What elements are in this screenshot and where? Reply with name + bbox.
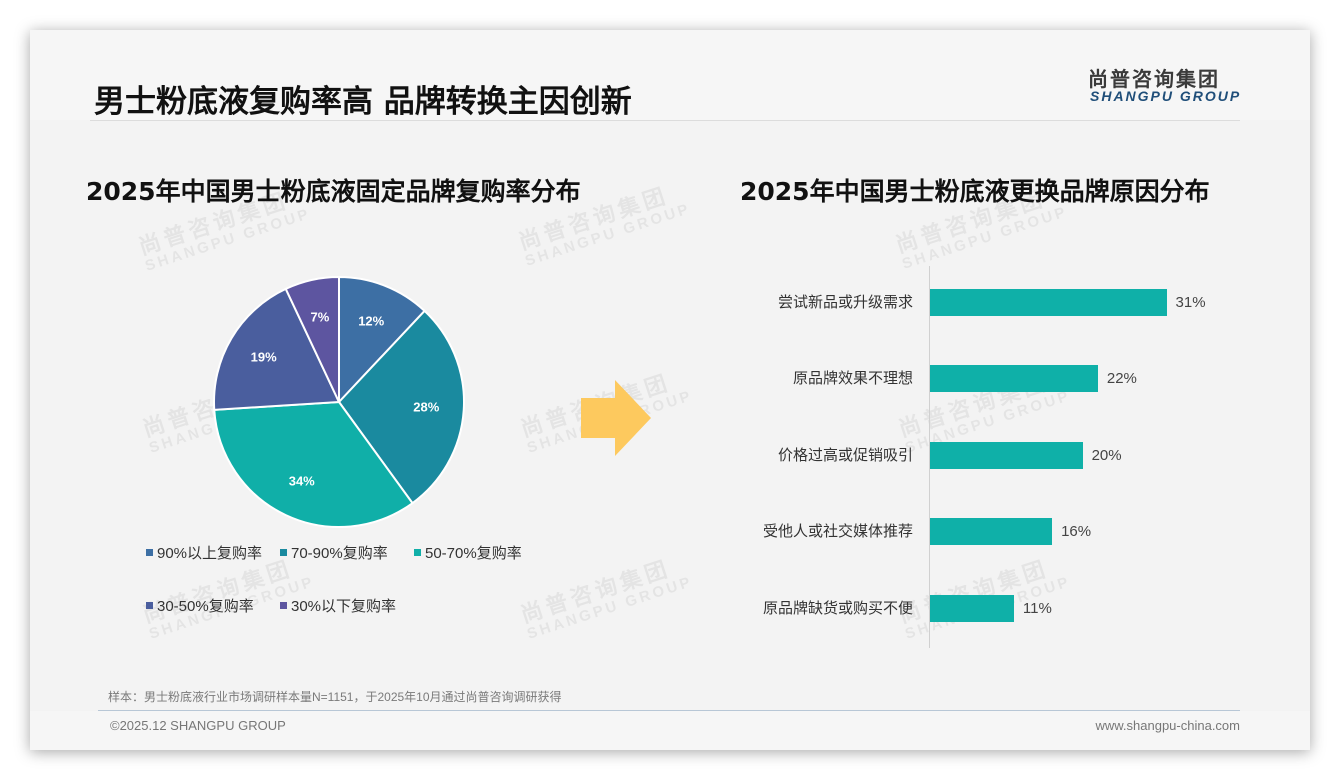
- pie-slice: [213, 287, 341, 411]
- pie-chart-svg: [213, 275, 465, 528]
- legend-item: 50-70%复购率: [414, 542, 522, 563]
- website-link[interactable]: www.shangpu-china.com: [1095, 718, 1240, 733]
- pie-slice-label: 7%: [310, 309, 330, 325]
- pie-slice-label: 34%: [288, 473, 315, 489]
- pie-slice-label: 28%: [413, 399, 440, 415]
- legend-label: 50-70%复购率: [425, 545, 522, 562]
- legend-label: 90%以上复购率: [157, 545, 263, 562]
- copyright: ©2025.12 SHANGPU GROUP: [110, 718, 286, 733]
- bar: [930, 365, 1098, 392]
- pie-slice: [284, 275, 340, 403]
- slide: 男士粉底液复购率高 品牌转换主因创新 尚普咨询集团 SHANGPU GROUP …: [30, 30, 1310, 750]
- bar: [930, 518, 1053, 545]
- bar-category-label: 原品牌效果不理想: [792, 370, 913, 387]
- bar-category-label: 价格过高或促销吸引: [777, 447, 913, 464]
- footer-divider: [98, 710, 1240, 711]
- pie-chart: 12% 28% 34% 19% 7%: [213, 275, 465, 528]
- footer-band: [30, 711, 1310, 750]
- legend-label: 30%以下复购率: [291, 598, 397, 615]
- bar-value-label: 31%: [1175, 294, 1206, 311]
- pie-slice-label: 19%: [250, 349, 277, 365]
- legend-item: 30-50%复购率: [146, 595, 254, 616]
- bar-chart-title: 2025年中国男士粉底液更换品牌原因分布: [740, 177, 1210, 206]
- bar: [930, 595, 1014, 622]
- header-divider: [90, 120, 1240, 121]
- bar: [930, 442, 1083, 469]
- pie-slice-label: 12%: [358, 313, 385, 329]
- header-band: [30, 30, 1310, 120]
- pie-slice: [338, 275, 426, 405]
- legend-swatch-icon: [146, 602, 153, 609]
- pie-chart-title: 2025年中国男士粉底液固定品牌复购率分布: [86, 177, 581, 206]
- pie-slice: [337, 309, 465, 505]
- bar-category-label: 原品牌缺货或购买不便: [762, 600, 913, 617]
- arrow-right-icon: [581, 380, 653, 461]
- legend-swatch-icon: [414, 549, 421, 556]
- legend-item: 90%以上复购率: [146, 542, 262, 563]
- bar-value-label: 22%: [1106, 370, 1137, 387]
- legend-item: 30%以下复购率: [280, 595, 396, 616]
- bar-category-label: 尝试新品或升级需求: [777, 294, 913, 311]
- bar-value-label: 16%: [1061, 523, 1092, 540]
- bar-value-label: 11%: [1022, 600, 1052, 617]
- pie-slice: [213, 400, 414, 528]
- legend-label: 70-90%复购率: [291, 545, 388, 562]
- logo-chinese: 尚普咨询集团: [1088, 67, 1220, 91]
- legend-item: 70-90%复购率: [280, 542, 388, 563]
- page-title: 男士粉底液复购率高 品牌转换主因创新: [94, 84, 632, 120]
- sample-note: 样本：男士粉底液行业市场调研样本量N=1151，于2025年10月通过尚普咨询调…: [108, 690, 562, 704]
- bar: [930, 289, 1167, 316]
- bar-category-label: 受他人或社交媒体推荐: [762, 523, 913, 540]
- bar-value-label: 20%: [1091, 447, 1122, 464]
- legend-swatch-icon: [280, 549, 287, 556]
- logo-english: SHANGPU GROUP: [1090, 88, 1242, 104]
- legend-label: 30-50%复购率: [157, 598, 254, 615]
- legend-swatch-icon: [146, 549, 153, 556]
- bar-chart-axis: [929, 266, 930, 648]
- legend-swatch-icon: [280, 602, 287, 609]
